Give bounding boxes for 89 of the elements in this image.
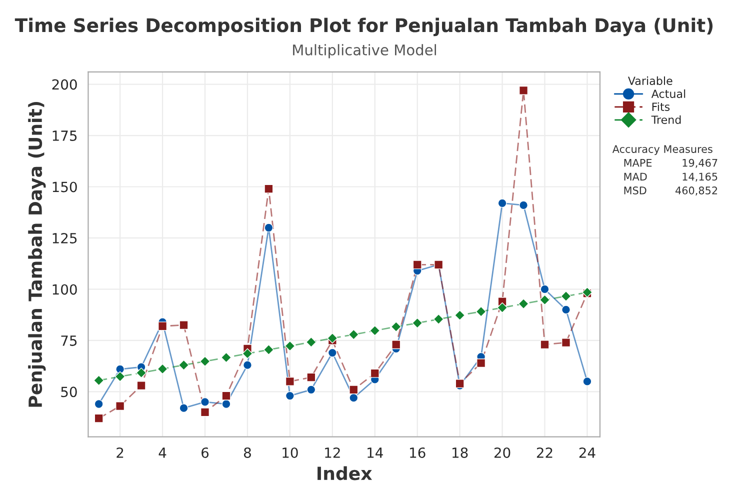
point: [200, 356, 210, 367]
point: [412, 260, 422, 270]
x-tick-label: 16: [410, 447, 426, 458]
legend-label: Fits: [652, 102, 670, 111]
point: [560, 290, 572, 302]
point: [306, 372, 316, 382]
point: [94, 399, 104, 409]
y-tick-label: 175: [52, 130, 77, 141]
point: [582, 376, 592, 386]
y-tick-label: 50: [61, 386, 77, 398]
chart-title: Time Series Decomposition Plot for Penjualan Tambah Daya (Unit): [14, 18, 713, 36]
point: [285, 391, 294, 400]
point: [178, 360, 190, 370]
point: [157, 364, 168, 374]
point: [540, 340, 550, 350]
point: [540, 284, 550, 294]
point: [242, 348, 253, 359]
point: [561, 338, 571, 348]
point: [94, 414, 104, 423]
point: [454, 310, 466, 321]
point: [179, 320, 188, 330]
y-tick-label: 75: [61, 336, 77, 346]
text: MAPE 19,467: [624, 158, 718, 168]
point: [306, 385, 316, 394]
x-tick-label: 14: [368, 448, 383, 458]
x-tick-label: 12: [325, 447, 340, 458]
point: [116, 364, 125, 374]
point: [264, 184, 274, 194]
point: [116, 402, 125, 411]
point: [476, 306, 486, 317]
x-tick-label: 22: [536, 447, 552, 458]
point: [433, 314, 444, 324]
x-tick-label: 8: [244, 447, 251, 458]
y-axis-title: Penjualan Tambah Daya (Unit): [28, 102, 46, 407]
point: [561, 305, 571, 314]
legend-title: Variable: [628, 76, 672, 86]
point: [390, 321, 402, 332]
point: [497, 302, 508, 313]
point: [370, 325, 380, 336]
point: [220, 352, 232, 363]
point: [519, 200, 528, 210]
point: [284, 340, 296, 352]
point: [498, 198, 507, 208]
legend-label: Actual: [651, 89, 686, 98]
point: [158, 322, 168, 331]
point: [348, 329, 359, 340]
point: [200, 397, 210, 406]
x-tick-label: 18: [452, 447, 468, 458]
x-tick-label: 6: [202, 447, 209, 458]
y-tick-label: 100: [52, 284, 77, 295]
point: [306, 336, 316, 348]
x-tick-label: 24: [579, 447, 596, 458]
point: [476, 358, 486, 368]
point: [539, 294, 550, 306]
point: [114, 371, 126, 382]
text: MSD 460,852: [624, 186, 718, 196]
x-tick-label: 2: [116, 447, 124, 458]
point: [264, 223, 274, 232]
text: Accuracy Measures: [612, 145, 712, 155]
point: [200, 408, 210, 417]
point: [370, 368, 380, 378]
point: [327, 332, 338, 344]
point: [94, 375, 104, 386]
point: [222, 391, 231, 400]
point: [518, 298, 529, 310]
point: [519, 86, 528, 95]
x-axis-title: Index: [318, 466, 372, 480]
point: [412, 318, 423, 328]
x-tick-label: 10: [282, 447, 298, 458]
point: [222, 399, 231, 409]
point: [136, 381, 146, 390]
point: [285, 376, 294, 386]
point: [179, 404, 188, 413]
point: [349, 393, 358, 402]
x-tick-label: 4: [158, 448, 166, 458]
y-tick-label: 125: [52, 232, 77, 244]
chart-subtitle: Multiplicative Model: [293, 44, 436, 58]
point: [328, 348, 337, 358]
point: [392, 340, 401, 350]
point: [455, 378, 464, 388]
y-tick-label: 200: [52, 79, 77, 90]
point: [263, 344, 274, 355]
point: [136, 368, 147, 378]
y-tick-label: 150: [52, 182, 77, 192]
point: [242, 360, 252, 370]
x-tick-label: 20: [494, 447, 510, 458]
point: [349, 385, 358, 394]
text: MAD 14,165: [624, 172, 718, 182]
legend-label: Trend: [651, 115, 681, 124]
